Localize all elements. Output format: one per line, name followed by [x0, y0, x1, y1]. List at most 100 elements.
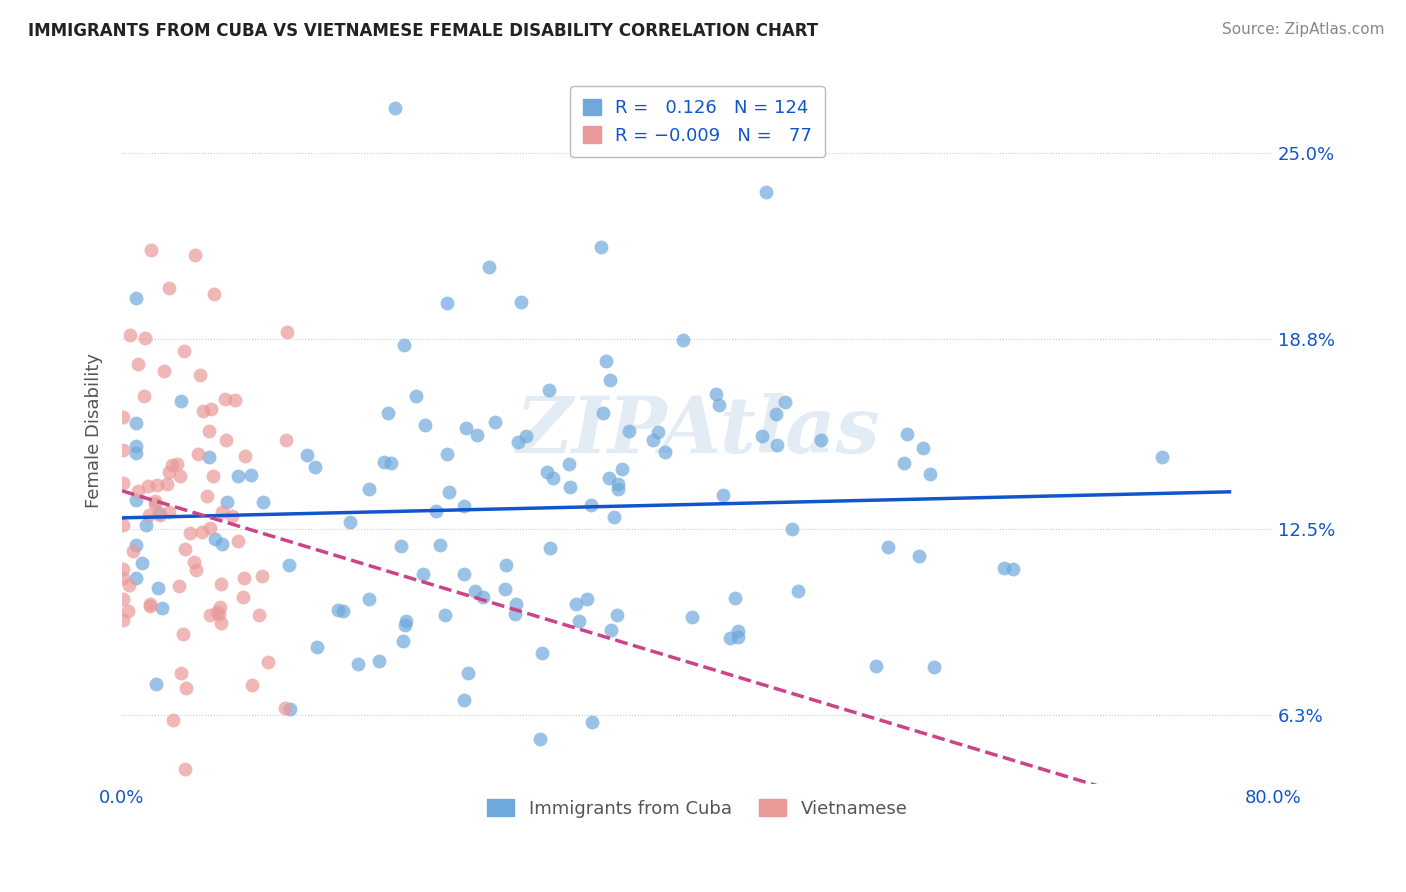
Point	[537, 383, 560, 397]
Point	[174, 681, 197, 695]
Point	[174, 763, 197, 777]
Point	[766, 438, 789, 452]
Point	[162, 713, 184, 727]
Point	[643, 433, 665, 447]
Point	[536, 465, 558, 479]
Point	[704, 386, 727, 401]
Point	[765, 407, 787, 421]
Point	[465, 428, 488, 442]
Point	[188, 368, 211, 382]
Point	[145, 677, 167, 691]
Point	[1152, 450, 1174, 464]
Point	[125, 493, 148, 508]
Point	[173, 343, 195, 358]
Point	[179, 526, 201, 541]
Point	[214, 392, 236, 407]
Point	[464, 584, 486, 599]
Point	[558, 458, 581, 472]
Point	[139, 599, 162, 613]
Point	[141, 243, 163, 257]
Point	[209, 615, 232, 630]
Point	[125, 291, 148, 305]
Point	[125, 571, 148, 585]
Point	[810, 433, 832, 447]
Point	[160, 458, 183, 472]
Point	[112, 475, 135, 490]
Point	[413, 418, 436, 433]
Point	[922, 660, 945, 674]
Point	[276, 434, 298, 448]
Point	[755, 185, 778, 199]
Point	[307, 640, 329, 655]
Point	[201, 468, 224, 483]
Point	[143, 494, 166, 508]
Point	[384, 101, 406, 115]
Point	[125, 445, 148, 459]
Point	[197, 450, 219, 464]
Legend: Immigrants from Cuba, Vietnamese: Immigrants from Cuba, Vietnamese	[479, 792, 914, 825]
Point	[157, 280, 180, 294]
Point	[112, 613, 135, 627]
Point	[332, 604, 354, 618]
Point	[787, 584, 810, 599]
Point	[143, 497, 166, 511]
Point	[495, 582, 517, 596]
Point	[112, 442, 135, 457]
Point	[607, 477, 630, 491]
Point	[377, 406, 399, 420]
Text: IMMIGRANTS FROM CUBA VS VIETNAMESE FEMALE DISABILITY CORRELATION CHART: IMMIGRANTS FROM CUBA VS VIETNAMESE FEMAL…	[28, 22, 818, 40]
Point	[607, 482, 630, 496]
Point	[174, 541, 197, 556]
Point	[380, 456, 402, 470]
Point	[149, 508, 172, 523]
Point	[877, 541, 900, 555]
Point	[602, 510, 624, 524]
Point	[543, 471, 565, 485]
Point	[127, 357, 149, 371]
Point	[865, 659, 887, 673]
Point	[125, 538, 148, 552]
Point	[1002, 562, 1025, 576]
Point	[112, 591, 135, 606]
Point	[529, 732, 551, 747]
Point	[257, 655, 280, 669]
Point	[209, 577, 232, 591]
Point	[918, 467, 941, 481]
Point	[599, 624, 621, 638]
Point	[198, 521, 221, 535]
Point	[505, 607, 527, 622]
Point	[727, 630, 749, 644]
Point	[911, 441, 934, 455]
Point	[394, 617, 416, 632]
Point	[896, 427, 918, 442]
Point	[389, 539, 412, 553]
Point	[191, 524, 214, 539]
Point	[228, 469, 250, 483]
Point	[908, 549, 931, 563]
Point	[157, 466, 180, 480]
Point	[148, 581, 170, 595]
Point	[252, 495, 274, 509]
Point	[211, 536, 233, 550]
Point	[148, 506, 170, 520]
Point	[599, 373, 621, 387]
Point	[146, 478, 169, 492]
Point	[202, 287, 225, 301]
Point	[453, 499, 475, 513]
Point	[713, 488, 735, 502]
Point	[531, 646, 554, 660]
Point	[167, 579, 190, 593]
Point	[118, 577, 141, 591]
Point	[200, 402, 222, 417]
Point	[558, 480, 581, 494]
Point	[278, 702, 301, 716]
Point	[429, 538, 451, 552]
Y-axis label: Female Disability: Female Disability	[86, 353, 103, 508]
Point	[510, 295, 533, 310]
Point	[184, 248, 207, 262]
Point	[138, 508, 160, 523]
Point	[156, 477, 179, 491]
Point	[581, 498, 603, 512]
Point	[672, 333, 695, 347]
Point	[456, 421, 478, 435]
